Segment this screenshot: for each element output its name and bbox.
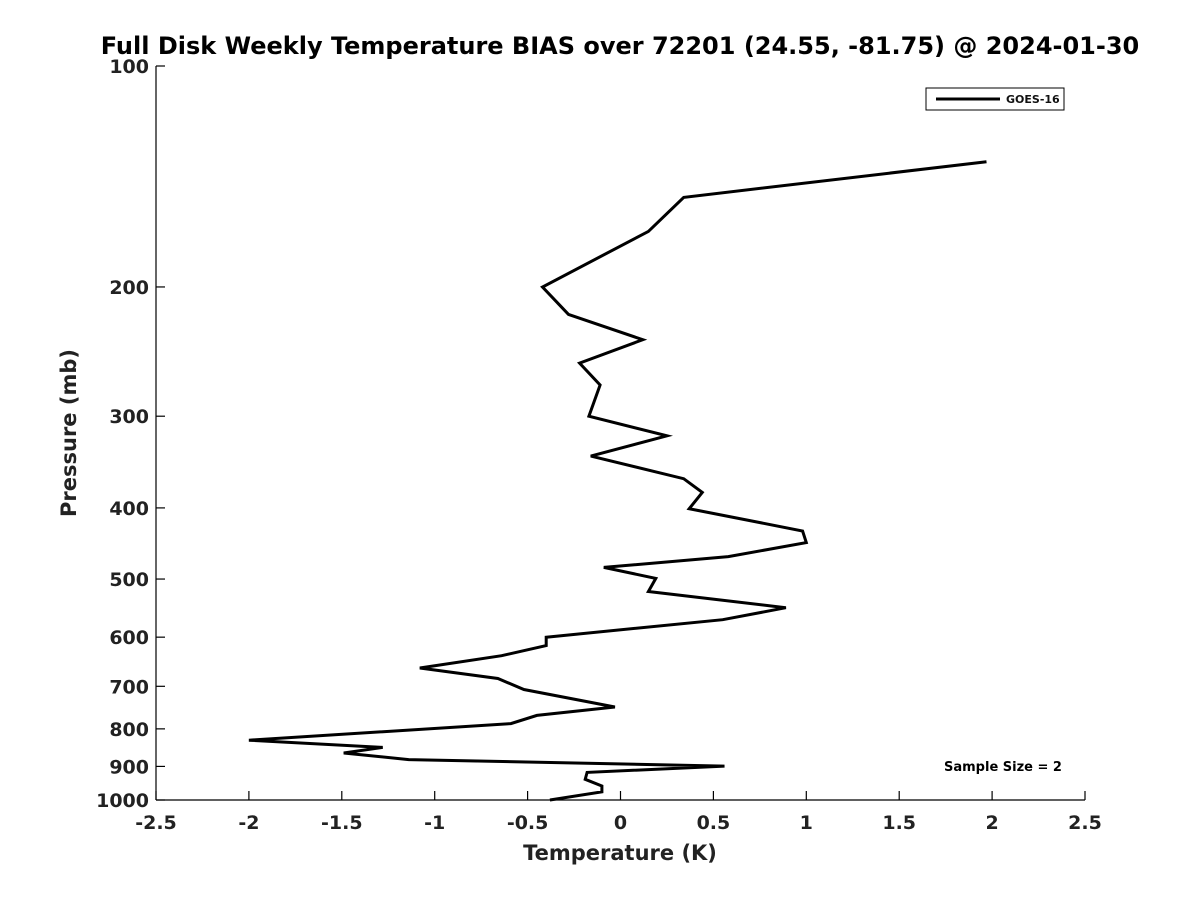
legend: GOES-16 (925, 87, 1065, 111)
x-tick-label: 2.5 (1068, 812, 1102, 834)
x-tick-label: -2 (238, 812, 259, 834)
y-tick-label: 400 (109, 498, 149, 520)
x-tick-label: 0.5 (697, 812, 731, 834)
plot-frame (155, 66, 1085, 801)
y-tick-label: 300 (109, 406, 149, 428)
y-tick-label: 500 (109, 569, 149, 591)
y-tick-label: 800 (109, 719, 149, 741)
y-tick-label: 100 (109, 56, 149, 78)
x-tick-label: 2 (985, 812, 998, 834)
chart-title: Full Disk Weekly Temperature BIAS over 7… (101, 32, 1140, 60)
x-tick-label: -0.5 (507, 812, 549, 834)
legend-entry-goes-16: GOES-16 (1006, 93, 1060, 106)
y-axis-ticks: 100 200 300 400 500 600 700 800 900 1000 (96, 56, 165, 812)
y-tick-label: 200 (109, 277, 149, 299)
sample-size-annotation: Sample Size = 2 (944, 760, 1062, 775)
x-tick-label: 0 (614, 812, 627, 834)
x-axis-label: Temperature (K) (523, 841, 717, 865)
y-tick-label: 600 (109, 627, 149, 649)
x-tick-label: -2.5 (135, 812, 177, 834)
x-tick-label: -1 (424, 812, 445, 834)
y-tick-label: 700 (109, 676, 149, 698)
x-tick-label: 1.5 (882, 812, 916, 834)
y-tick-label: 1000 (96, 790, 149, 812)
y-tick-label: 900 (109, 756, 149, 778)
y-axis-label: Pressure (mb) (57, 349, 81, 517)
series-layer (248, 160, 987, 802)
x-tick-label: 1 (800, 812, 813, 834)
x-axis-ticks: -2.5 -2 -1.5 -1 -0.5 0 0.5 1 1.5 2 2.5 (135, 791, 1102, 834)
series-line-goes-16 (248, 160, 987, 802)
x-tick-label: -1.5 (321, 812, 363, 834)
